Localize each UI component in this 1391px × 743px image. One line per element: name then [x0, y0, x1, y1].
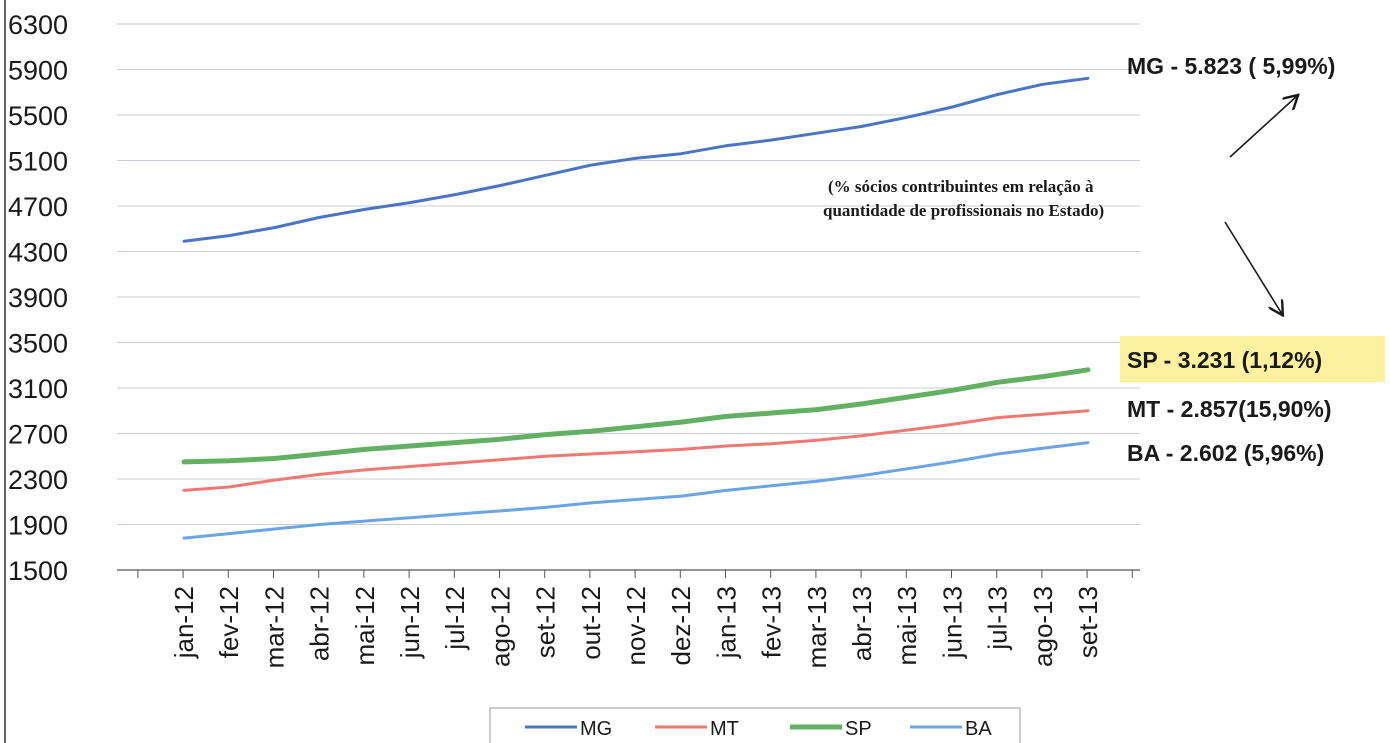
legend-label-ba: BA [965, 718, 992, 740]
y-tick-label: 3900 [8, 283, 68, 313]
annotation-sp-highlight [1120, 336, 1385, 382]
annotation-mg: MG - 5.823 ( 5,99%) [1127, 53, 1335, 79]
x-tick-label: abr-12 [305, 586, 335, 661]
x-tick-label: jul-13 [983, 586, 1013, 651]
series-lines [181, 76, 1091, 540]
y-tick-label: 2300 [8, 465, 68, 495]
y-tick-label: 2700 [8, 420, 68, 450]
x-tick-label: out-12 [576, 586, 606, 660]
legend-label-mt: MT [710, 718, 739, 740]
y-tick-label: 5900 [8, 56, 68, 86]
y-tick-label: 3500 [8, 329, 68, 359]
series-line-mg [182, 76, 1090, 243]
x-tick-label: jan-12 [169, 586, 199, 659]
legend: MG MT SP BA [489, 707, 1021, 743]
y-tick-label: 6300 [8, 10, 68, 40]
y-axis-ticks: 1500 1900 2300 2700 3100 3500 3900 4300 4700 5100… [8, 10, 68, 586]
gridlines [4, 0, 1140, 743]
series-line-ba [182, 441, 1090, 540]
x-axis: jan-12 fev-12 mar-12 abr-12 mai-12 jun-12 jul-… [117, 569, 1140, 668]
note-line-1: (% sócios contribuintes em relação à [828, 177, 1094, 196]
y-tick-label: 5500 [8, 101, 68, 131]
arrow-to-mg [1229, 96, 1297, 158]
x-tick-label: fev-12 [214, 586, 244, 658]
x-tick-label: mai-13 [892, 586, 922, 665]
x-tick-label: fev-13 [757, 586, 787, 658]
x-tick-label: mar-13 [802, 586, 832, 668]
x-tick-label: abr-13 [847, 586, 877, 661]
x-tick-label: ago-12 [485, 586, 515, 667]
x-tick-label: mai-12 [350, 586, 380, 665]
legend-label-sp: SP [845, 718, 872, 740]
annotation-sp: SP - 3.231 (1,12%) [1127, 347, 1322, 373]
note-line-2: quantidade de profissionais no Estado) [823, 201, 1104, 220]
y-tick-label: 1500 [8, 556, 68, 586]
x-tick-label: set-13 [1073, 586, 1103, 658]
x-tick-label: jan-13 [711, 586, 741, 659]
series-line-mt [182, 409, 1090, 492]
annotation-mt: MT - 2.857(15,90%) [1127, 396, 1332, 422]
x-tick-label: mar-12 [259, 586, 289, 668]
legend-label-mg: MG [580, 718, 612, 740]
x-tick-label: jun-12 [395, 586, 425, 659]
y-tick-label: 4700 [8, 192, 68, 222]
x-tick-label: nov-12 [621, 586, 651, 666]
x-tick-label: jun-13 [937, 586, 967, 659]
y-tick-label: 3100 [8, 374, 68, 404]
arrow-to-sp [1224, 221, 1282, 314]
series-line-sp [181, 367, 1091, 465]
y-tick-label: 4300 [8, 238, 68, 268]
annotation-ba: BA - 2.602 (5,96%) [1127, 440, 1324, 466]
y-tick-label: 1900 [8, 511, 68, 541]
x-tick-label: ago-13 [1028, 586, 1058, 667]
x-tick-label: set-12 [531, 586, 561, 658]
x-tick-label: jul-12 [440, 586, 470, 651]
x-tick-label: dez-12 [666, 586, 696, 666]
y-tick-label: 5100 [8, 147, 68, 177]
